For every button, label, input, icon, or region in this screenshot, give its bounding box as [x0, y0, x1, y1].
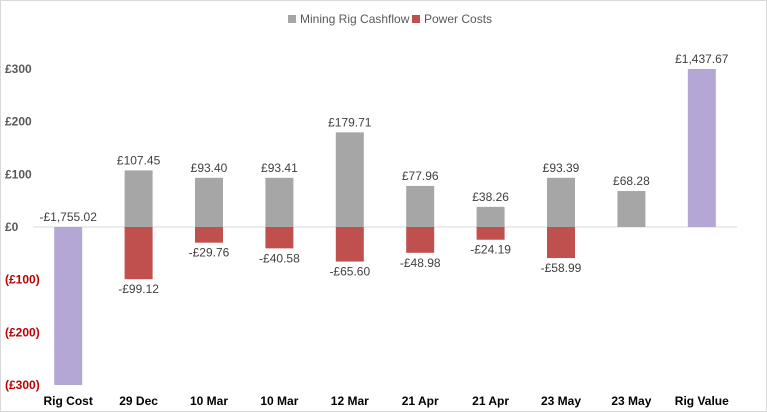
legend-label-1: Power Costs — [424, 12, 492, 26]
legend: Mining Rig Cashflow Power Costs — [288, 12, 492, 26]
data-label: £68.28 — [613, 174, 650, 188]
bar-23-may — [617, 191, 646, 227]
bar-21-apr — [476, 206, 505, 227]
bar-10-mar — [195, 177, 223, 227]
bar-12-mar — [335, 227, 364, 262]
data-label: £93.41 — [261, 161, 298, 175]
data-label: £93.40 — [191, 161, 228, 175]
data-label: £179.71 — [328, 115, 372, 129]
y-tick-label: £300 — [5, 62, 32, 76]
data-labels: £107.45 £93.40 £93.41 £179.71 £77.96 £38.26 £9… — [40, 52, 729, 296]
data-label: £107.45 — [117, 153, 161, 167]
y-tick-label: £0 — [5, 220, 19, 234]
legend-label-0: Mining Rig Cashflow — [300, 12, 410, 26]
data-label: -£48.98 — [400, 256, 441, 270]
bars — [54, 69, 716, 385]
y-tick-label: (£100) — [5, 273, 40, 287]
data-label: £93.39 — [543, 161, 580, 175]
x-tick-label: 23 May — [611, 394, 651, 408]
x-tick-label: Rig Value — [675, 394, 729, 408]
data-label: -£99.12 — [118, 282, 159, 296]
bar-12-mar — [335, 132, 364, 227]
data-label: -£58.99 — [541, 261, 582, 275]
data-label: -£65.60 — [329, 265, 370, 279]
x-axis: Rig Cost 29 Dec 10 Mar 10 Mar 12 Mar 21 Apr 21… — [44, 394, 730, 408]
y-tick-label: (£300) — [5, 378, 40, 392]
bar-23-may — [547, 227, 575, 259]
data-label: £38.26 — [472, 190, 509, 204]
y-tick-label: £200 — [5, 115, 32, 129]
bar-23-may — [547, 177, 575, 227]
x-tick-label: 12 Mar — [331, 394, 369, 408]
data-label: £77.96 — [402, 169, 439, 183]
y-tick-label: £100 — [5, 167, 32, 181]
x-tick-label: 23 May — [541, 394, 581, 408]
data-label: -£29.76 — [189, 246, 230, 260]
bar-21-apr — [406, 185, 435, 227]
y-axis: £300 £200 £100 £0 (£100) (£200) (£300) — [5, 62, 40, 392]
bar-rig-cost — [54, 227, 83, 385]
bar-29-dec — [124, 170, 153, 227]
bar-21-apr — [406, 227, 435, 253]
bar-10-mar — [265, 177, 294, 227]
data-label: -£24.19 — [470, 243, 511, 257]
bar-10-mar — [265, 227, 294, 249]
x-tick-label: 10 Mar — [260, 394, 298, 408]
x-tick-label: Rig Cost — [44, 394, 93, 408]
bar-10-mar — [195, 227, 223, 243]
bar-rig-value — [687, 69, 716, 227]
data-label: -£40.58 — [259, 251, 300, 265]
y-tick-label: (£200) — [5, 325, 40, 339]
bar-29-dec — [124, 227, 153, 280]
x-tick-label: 10 Mar — [190, 394, 228, 408]
legend-swatch-0 — [288, 15, 296, 23]
legend-swatch-1 — [412, 15, 420, 23]
x-tick-label: 21 Apr — [402, 394, 439, 408]
data-label: £1,437.67 — [675, 52, 729, 66]
bar-21-apr — [476, 227, 505, 240]
x-tick-label: 21 Apr — [472, 394, 509, 408]
data-label: -£1,755.02 — [40, 210, 98, 224]
x-tick-label: 29 Dec — [119, 394, 158, 408]
